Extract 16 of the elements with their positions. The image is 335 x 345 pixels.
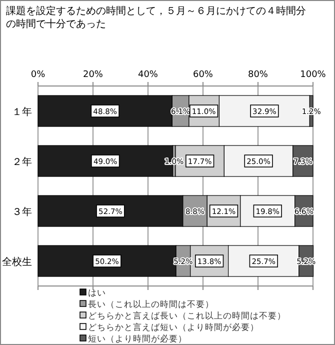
x-tick-label: 20% <box>82 70 104 80</box>
y-tick-label: 全校生 <box>2 256 32 268</box>
x-tick-label: 100% <box>300 70 326 80</box>
y-tick-label: ２年 <box>12 156 32 168</box>
x-tick-label: 60% <box>192 70 214 80</box>
legend-label: どちらかと言えば短い（より時間が必要） <box>88 322 259 333</box>
y-tick-label: ３年 <box>12 206 32 218</box>
x-tick-label: 40% <box>138 70 158 80</box>
x-tick-label: 0% <box>30 70 46 80</box>
legend-label: はい <box>88 288 106 298</box>
legend-label: どちらかと言えば長い（これ以上の時間は不要） <box>88 310 286 322</box>
legend-label: 長い（これ以上の時間は不要） <box>88 299 214 310</box>
chart-title: 課題を設定するための時間として，５月～６月にかけての４時間分の時間で十分であった <box>6 5 306 30</box>
x-tick-label: 80% <box>248 70 268 80</box>
legend-label: 短い（より時間が必要） <box>88 334 187 344</box>
y-tick-label: １年 <box>12 106 32 118</box>
